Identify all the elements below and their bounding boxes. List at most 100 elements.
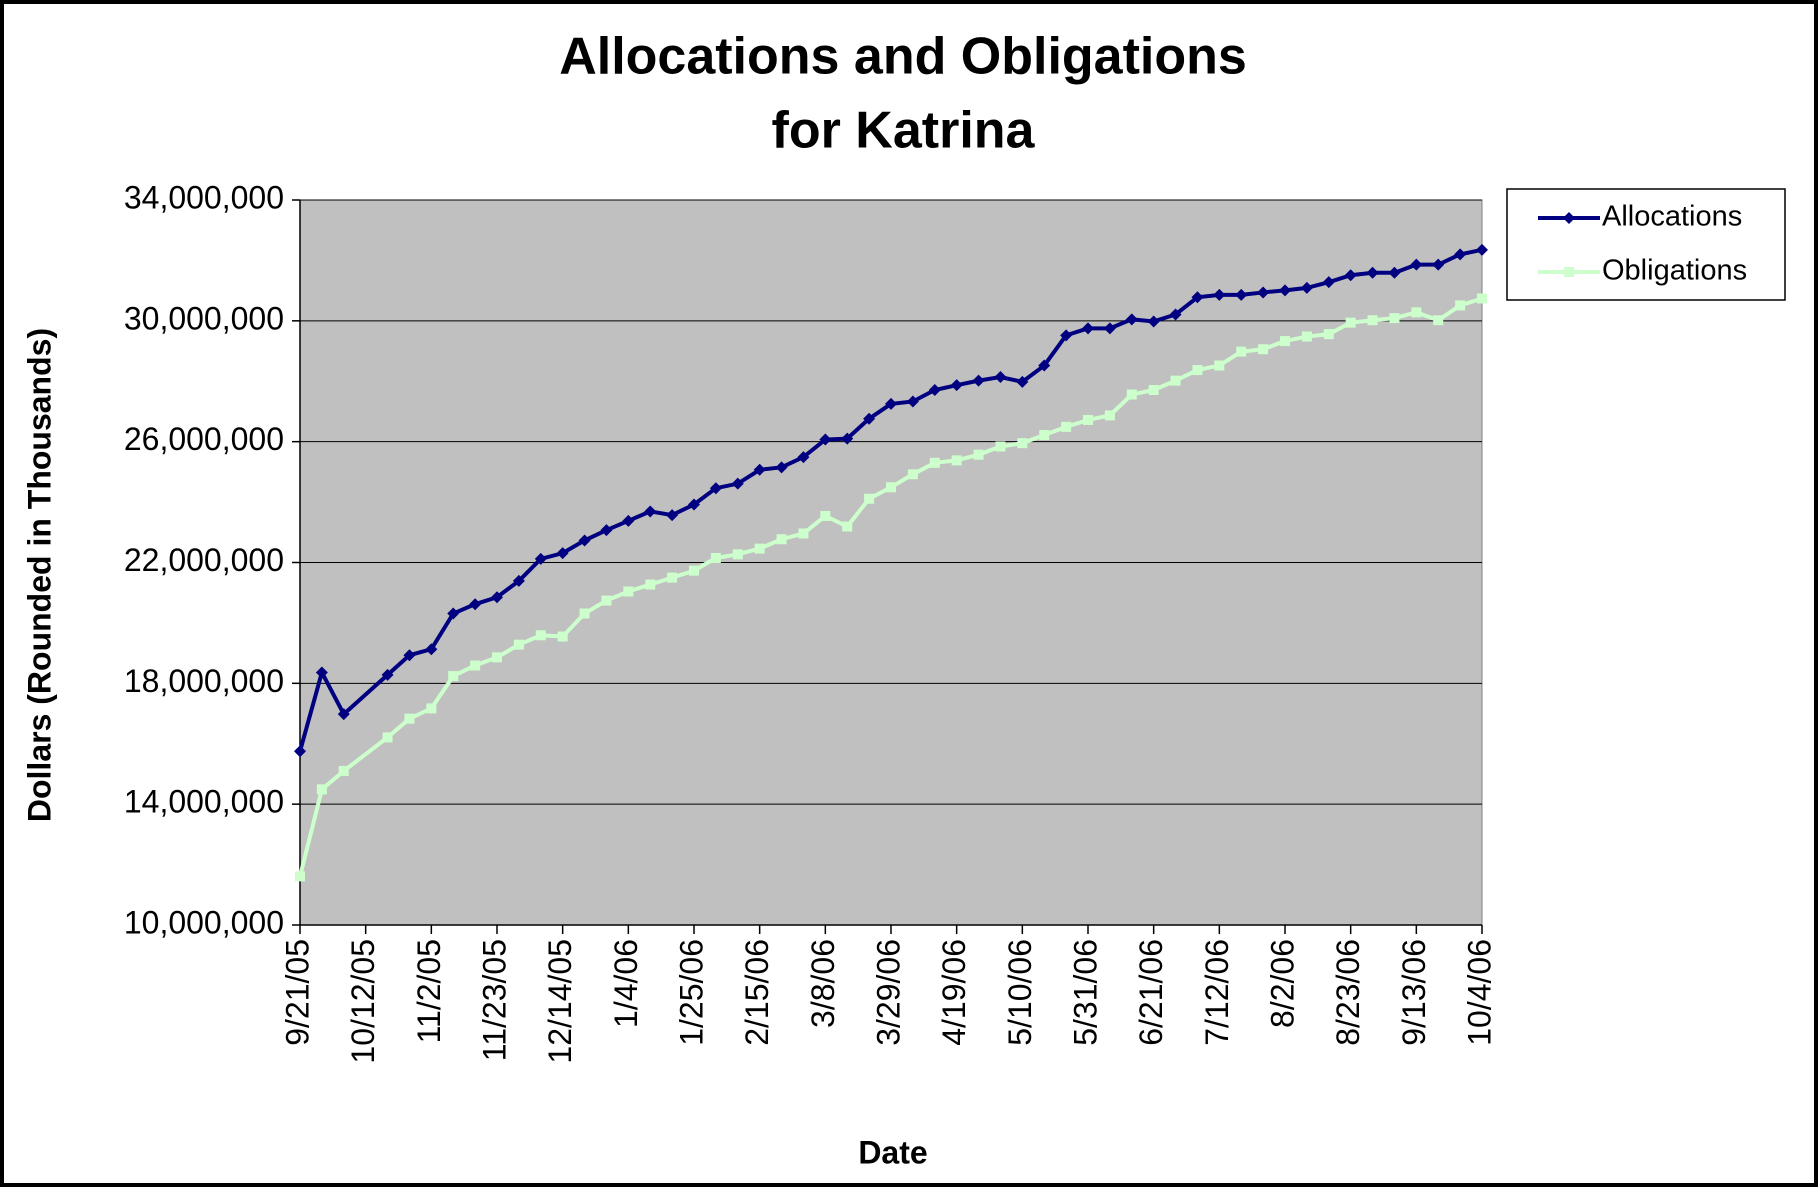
data-point [1300, 281, 1313, 294]
data-point [754, 543, 765, 554]
y-tick-label: 18,000,000 [124, 663, 284, 699]
data-point [1060, 329, 1073, 342]
data-point [710, 552, 721, 563]
data-point [622, 514, 635, 527]
data-point [1454, 248, 1467, 261]
y-tick-label: 34,000,000 [124, 179, 284, 215]
x-axis-label: Date [858, 1134, 927, 1170]
data-point [1345, 317, 1356, 328]
data-point [579, 608, 590, 619]
y-tick-label: 10,000,000 [124, 904, 284, 940]
data-point [929, 457, 940, 468]
data-point [886, 482, 896, 493]
data-point [906, 395, 919, 408]
x-tick-label: 12/14/05 [542, 939, 578, 1064]
data-point [1563, 212, 1575, 224]
chart-title: Allocations and Obligations [559, 28, 1247, 86]
legend: Allocations Obligations [1506, 188, 1786, 301]
data-point [1322, 276, 1335, 289]
x-tick-label: 3/8/06 [805, 939, 841, 1028]
data-point [316, 784, 327, 795]
data-point [1016, 375, 1029, 388]
data-point [295, 871, 305, 882]
data-point [600, 524, 613, 537]
data-point [1564, 267, 1574, 277]
data-point [994, 371, 1007, 384]
data-point [951, 455, 962, 466]
data-point [1169, 308, 1182, 321]
data-point [1192, 365, 1203, 376]
data-point [1433, 315, 1444, 326]
data-point [601, 595, 612, 606]
data-point [403, 649, 416, 662]
x-tick-label: 10/4/06 [1461, 939, 1497, 1046]
data-point [1257, 286, 1270, 299]
y-tick-label: 26,000,000 [124, 421, 284, 457]
data-point [1214, 360, 1225, 371]
data-point [1191, 291, 1204, 304]
x-tick-label: 3/29/06 [870, 939, 906, 1046]
x-tick-label: 5/10/06 [1002, 939, 1038, 1046]
data-point [1280, 336, 1290, 347]
x-tick-label: 2/15/06 [739, 939, 775, 1046]
data-point [776, 534, 787, 545]
data-point [820, 510, 831, 521]
data-point [667, 572, 678, 583]
data-point [1170, 375, 1181, 386]
data-point [491, 591, 503, 604]
series [295, 293, 1487, 882]
data-point [666, 509, 679, 522]
data-point [950, 379, 963, 392]
data-point [863, 412, 876, 425]
data-point [578, 534, 591, 547]
x-tick-label: 5/31/06 [1067, 939, 1103, 1046]
data-point [753, 463, 766, 476]
x-tick-label: 6/21/06 [1133, 939, 1169, 1046]
x-tick-label: 11/23/05 [476, 939, 512, 1061]
data-point [1344, 269, 1357, 282]
data-point [1082, 322, 1094, 335]
data-point [688, 498, 700, 511]
data-point [709, 482, 722, 495]
data-point [556, 547, 569, 560]
data-point [534, 552, 547, 565]
x-tick-label: 9/13/06 [1396, 939, 1432, 1046]
x-tick-label: 10/12/05 [345, 939, 381, 1064]
x-tick-label: 4/19/06 [936, 939, 972, 1046]
data-point [1301, 331, 1312, 342]
data-point [972, 374, 985, 387]
data-point [513, 639, 524, 650]
data-point [731, 477, 744, 490]
data-point [1235, 288, 1248, 301]
data-point [492, 652, 502, 663]
data-point [1411, 307, 1422, 318]
data-point [512, 574, 525, 587]
series [294, 243, 1488, 758]
data-point [1476, 243, 1488, 256]
data-point [1323, 329, 1334, 340]
data-point [1367, 315, 1378, 326]
legend-label: Allocations [1602, 201, 1742, 233]
data-point [294, 745, 306, 758]
data-point [775, 461, 788, 474]
data-point [644, 505, 657, 518]
data-point [1125, 313, 1138, 326]
data-point [535, 630, 546, 641]
data-point [623, 586, 634, 597]
data-point [973, 449, 984, 460]
data-point [842, 521, 853, 532]
y-tick-label: 14,000,000 [124, 784, 284, 820]
data-point [1213, 288, 1226, 301]
data-point [797, 451, 810, 464]
data-point [1104, 410, 1115, 421]
y-tick-label: 22,000,000 [124, 542, 284, 578]
y-axis-label: Dollars (Rounded in Thousands) [21, 328, 57, 822]
data-point [1432, 258, 1445, 271]
data-point [337, 708, 350, 721]
data-point [1236, 346, 1247, 357]
data-point [1039, 430, 1050, 441]
data-point [315, 666, 328, 679]
data-point [557, 631, 568, 642]
data-point [1126, 389, 1137, 400]
